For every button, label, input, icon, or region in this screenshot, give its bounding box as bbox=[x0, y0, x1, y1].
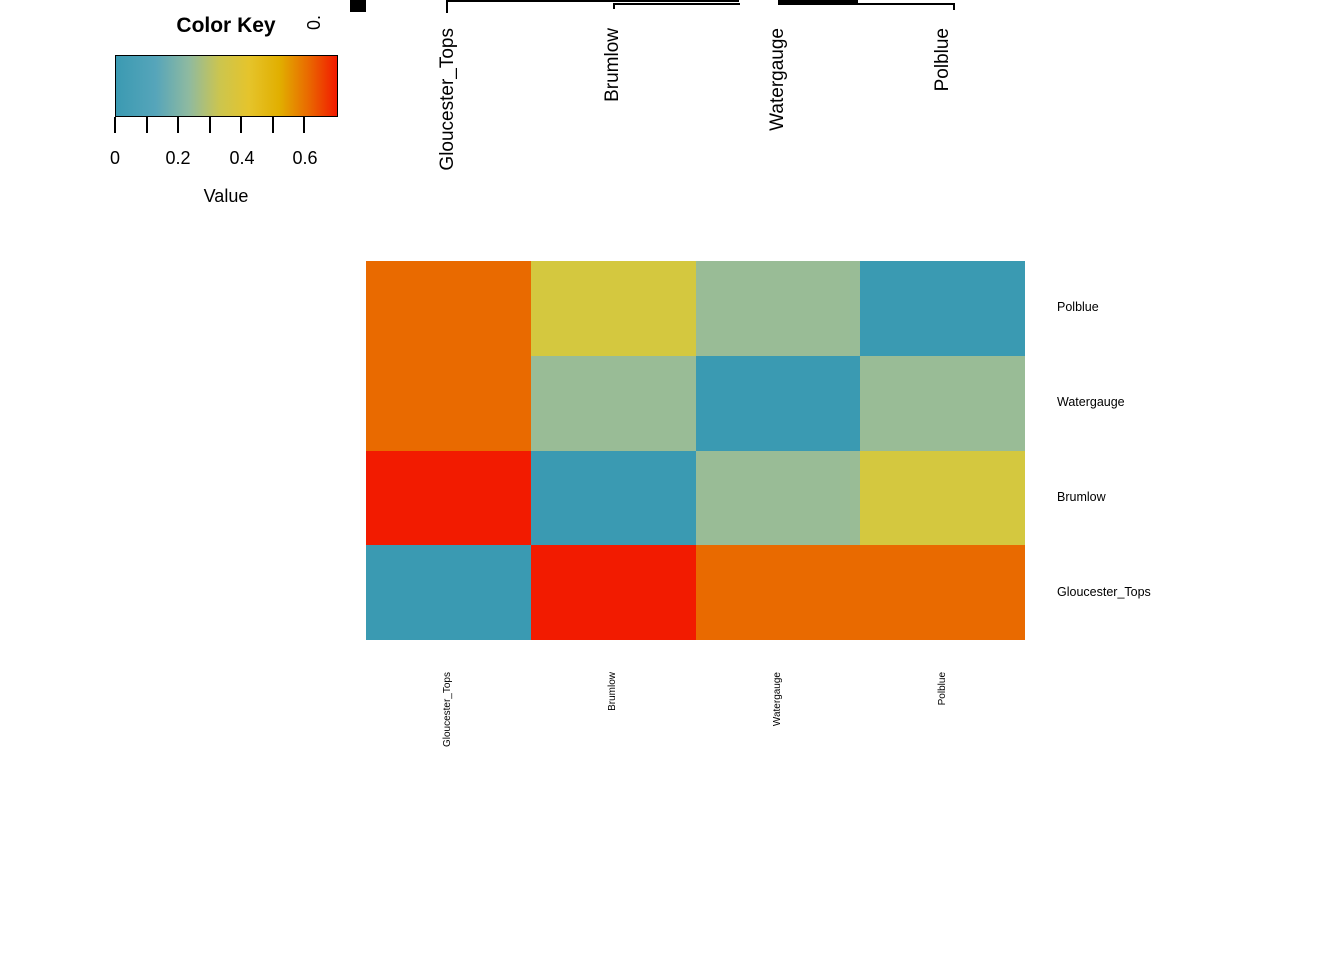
color-key-gradient-bar bbox=[115, 55, 338, 117]
heatmap-cell-Polblue-Polblue bbox=[860, 261, 1025, 356]
color-key-tick-mark bbox=[208, 117, 211, 133]
dendrogram-segment bbox=[953, 3, 955, 10]
column-label-bottom-watergauge: Watergauge bbox=[772, 672, 783, 727]
dendrogram-segment bbox=[613, 3, 615, 9]
color-key-title: Color Key bbox=[176, 14, 276, 37]
color-key-tick-mark bbox=[177, 117, 180, 133]
color-key-tick-label-3: 0.6 bbox=[292, 148, 318, 168]
clipped-rotated-axis-text: 0. bbox=[304, 14, 324, 30]
color-key-tick-mark bbox=[271, 117, 274, 133]
row-label-brumlow: Brumlow bbox=[1057, 490, 1106, 504]
heatmap-cell-Watergauge-Watergauge bbox=[695, 355, 861, 451]
heatmap-cell-Watergauge-Polblue bbox=[860, 355, 1025, 451]
column-label-bottom-brumlow: Brumlow bbox=[607, 672, 618, 711]
dendrogram-segment bbox=[446, 0, 448, 13]
dendrogram-segment bbox=[350, 0, 366, 12]
column-label-top-watergauge: Watergauge bbox=[767, 28, 788, 131]
color-key-tick-mark bbox=[303, 117, 306, 133]
row-label-gloucester-tops: Gloucester_Tops bbox=[1057, 585, 1151, 599]
color-key-tick-mark bbox=[240, 117, 243, 133]
heatmap-cell-Watergauge-Brumlow bbox=[530, 355, 696, 451]
color-key-tick-mark bbox=[114, 117, 116, 133]
heatmap-cell-Polblue-Gloucester_Tops bbox=[366, 261, 531, 356]
column-label-top-brumlow: Brumlow bbox=[602, 28, 623, 102]
heatmap-cell-Gloucester_Tops-Brumlow bbox=[530, 545, 696, 640]
heatmap-cell-Polblue-Brumlow bbox=[530, 261, 696, 356]
color-key-tick-label-2: 0.4 bbox=[229, 148, 255, 168]
heatmap-cell-Brumlow-Brumlow bbox=[530, 450, 696, 546]
column-label-top-polblue: Polblue bbox=[932, 28, 953, 92]
dendrogram-segment bbox=[613, 3, 740, 5]
column-label-bottom-gloucester-tops: Gloucester_Tops bbox=[442, 672, 453, 748]
dendrogram-segment bbox=[778, 0, 858, 5]
heatmap-cell-Gloucester_Tops-Watergauge bbox=[695, 545, 861, 640]
color-key-tick-label-0: 0 bbox=[109, 148, 120, 168]
dendrogram-segment bbox=[446, 0, 739, 2]
heatmap-cell-Gloucester_Tops-Gloucester_Tops bbox=[366, 545, 531, 640]
heatmap-cell-Polblue-Watergauge bbox=[695, 261, 861, 356]
heatmap-grid bbox=[366, 261, 1025, 640]
heatmap-cell-Gloucester_Tops-Polblue bbox=[860, 545, 1025, 640]
heatmap-cell-Watergauge-Gloucester_Tops bbox=[366, 355, 531, 451]
column-label-top-gloucester-tops: Gloucester_Tops bbox=[437, 28, 458, 171]
heatmap-cell-Brumlow-Polblue bbox=[860, 450, 1025, 546]
color-key-axis-label: Value bbox=[203, 186, 249, 206]
dendrogram-segment bbox=[778, 3, 955, 5]
row-label-watergauge: Watergauge bbox=[1057, 395, 1125, 409]
color-key-tick-mark bbox=[145, 117, 148, 133]
heatmap-cell-Brumlow-Watergauge bbox=[695, 450, 861, 546]
color-key-tick-label-1: 0.2 bbox=[165, 148, 191, 168]
row-label-polblue: Polblue bbox=[1057, 300, 1099, 314]
column-label-bottom-polblue: Polblue bbox=[937, 672, 948, 706]
heatmap-cell-Brumlow-Gloucester_Tops bbox=[366, 450, 531, 546]
